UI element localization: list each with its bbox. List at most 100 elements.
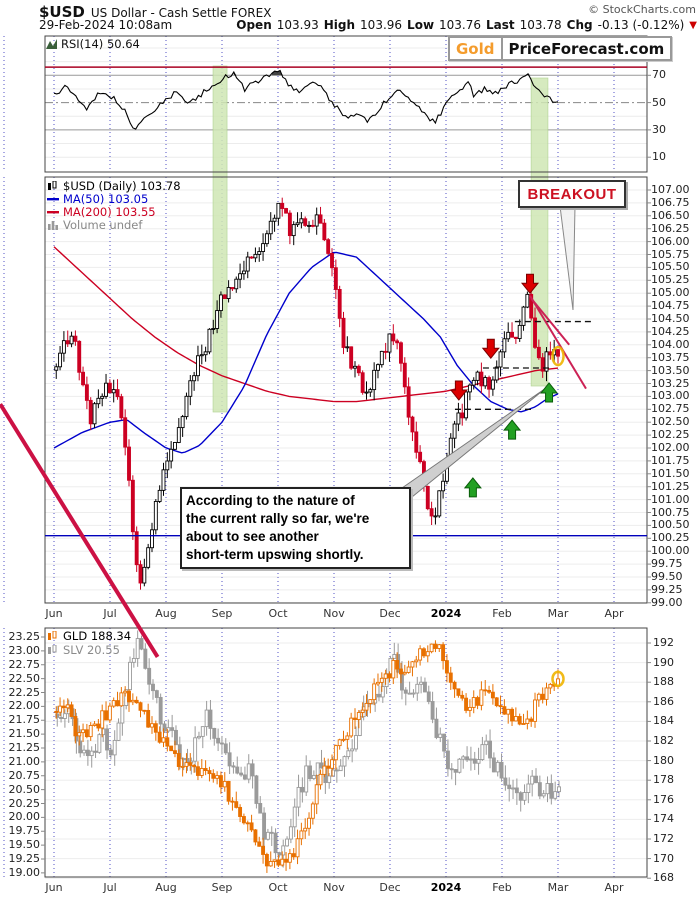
month-label: Sep bbox=[211, 607, 233, 620]
gld-ytick-label: 168 bbox=[653, 871, 674, 885]
slv-ytick-label: 19.00 bbox=[8, 865, 41, 879]
price-ytick-label: 100.50 bbox=[651, 518, 690, 532]
price-ytick-label: 100.75 bbox=[651, 505, 690, 519]
price-ytick-label: 99.50 bbox=[651, 570, 683, 583]
main-legend-ma200: MA(200) 103.55 bbox=[47, 205, 156, 219]
slv-ytick-label: 21.00 bbox=[8, 754, 41, 768]
slv-ytick-label: 22.50 bbox=[8, 671, 41, 685]
price-ytick-label: 101.25 bbox=[651, 479, 690, 493]
price-ytick-label: 103.25 bbox=[651, 376, 690, 390]
month-label: Jun bbox=[45, 881, 63, 894]
price-ytick-label: 104.50 bbox=[651, 312, 690, 325]
gld-ytick-label: 182 bbox=[653, 734, 674, 747]
slv-ytick-label: 22.25 bbox=[8, 685, 41, 699]
price-ytick-label: 101.00 bbox=[651, 492, 690, 506]
month-label: Jul bbox=[103, 881, 117, 894]
price-ytick-label: 99.25 bbox=[651, 582, 683, 596]
analysis-note-callout: According to the nature of the current r… bbox=[180, 487, 411, 569]
gld-ytick-label: 174 bbox=[653, 812, 674, 826]
gld-ytick-label: 172 bbox=[653, 832, 674, 845]
volume-bars-icon bbox=[48, 221, 58, 230]
month-label: Mar bbox=[547, 881, 569, 894]
breakout-callout: BREAKOUT bbox=[518, 180, 626, 208]
rsi-ytick-label: 10 bbox=[652, 150, 666, 164]
slv-ytick-label: 21.50 bbox=[8, 727, 41, 741]
month-label: Nov bbox=[323, 881, 345, 894]
price-ytick-label: 105.75 bbox=[651, 247, 690, 261]
symbol-description: US Dollar - Cash Settle FOREX bbox=[90, 6, 272, 20]
price-ytick-label: 104.00 bbox=[651, 337, 690, 351]
gld-legend: GLD 188.34 bbox=[47, 629, 131, 643]
main-legend-symbol: $USD (Daily) 103.78 bbox=[47, 179, 181, 193]
month-label: Mar bbox=[547, 607, 569, 620]
slv-candles-icon bbox=[48, 645, 57, 654]
open-value: 103.93 bbox=[276, 18, 319, 32]
price-ytick-label: 99.75 bbox=[651, 557, 683, 571]
gld-legend-label: GLD 188.34 bbox=[63, 629, 132, 643]
price-ytick-label: 99.00 bbox=[651, 595, 683, 609]
slv-ytick-label: 23.25 bbox=[8, 630, 41, 643]
logo-rest-text: PriceForecast.com bbox=[508, 39, 665, 58]
main-legend-ma50: MA(50) 103.05 bbox=[47, 192, 148, 206]
gld-ytick-label: 178 bbox=[653, 773, 674, 787]
open-label: Open bbox=[236, 18, 272, 32]
note-line: According to the nature of bbox=[186, 493, 355, 508]
month-label: Oct bbox=[268, 607, 288, 620]
logo-gold-text: Gold bbox=[450, 38, 503, 59]
rsi-ytick-label: 50 bbox=[652, 95, 666, 109]
gold-priceforecast-logo: Gold PriceForecast.com bbox=[448, 36, 673, 61]
price-ytick-label: 103.00 bbox=[651, 389, 690, 403]
price-ytick-label: 101.50 bbox=[651, 466, 690, 480]
slv-ytick-label: 22.00 bbox=[8, 699, 41, 713]
price-ytick-label: 102.25 bbox=[651, 428, 690, 442]
quote-bar: Open 103.93 High 103.96 Low 103.76 Last … bbox=[236, 18, 697, 32]
slv-ytick-label: 20.50 bbox=[8, 782, 41, 796]
last-value: 103.78 bbox=[519, 18, 562, 32]
price-ytick-label: 102.50 bbox=[651, 415, 690, 429]
price-ytick-label: 106.50 bbox=[651, 208, 690, 222]
gld-ytick-label: 184 bbox=[653, 714, 674, 728]
price-ytick-label: 106.25 bbox=[651, 221, 690, 235]
high-label: High bbox=[323, 18, 356, 32]
month-label: Aug bbox=[155, 881, 177, 894]
ma200-line-icon bbox=[47, 211, 59, 214]
month-label: Feb bbox=[492, 607, 512, 620]
rsi-ytick-label: 70 bbox=[652, 68, 666, 82]
chart-menu-caret-icon[interactable]: ▼ bbox=[689, 19, 697, 31]
price-ytick-label: 107.00 bbox=[651, 183, 690, 196]
price-ytick-label: 105.50 bbox=[651, 260, 690, 274]
gld-ytick-label: 190 bbox=[653, 655, 674, 669]
price-ytick-label: 104.25 bbox=[651, 324, 690, 338]
price-ytick-label: 100.25 bbox=[651, 531, 690, 545]
last-label: Last bbox=[486, 18, 515, 32]
note-line: the current rally so far, we're bbox=[186, 511, 370, 526]
ma50-line-icon bbox=[47, 198, 59, 201]
low-value: 103.76 bbox=[439, 18, 482, 32]
copyright-text: © StockCharts.com bbox=[588, 3, 696, 16]
chart-datetime: 29-Feb-2024 10:08am bbox=[39, 18, 173, 32]
price-ytick-label: 101.75 bbox=[651, 453, 690, 467]
price-ytick-label: 105.00 bbox=[651, 286, 690, 300]
price-ytick-label: 102.00 bbox=[651, 441, 690, 454]
month-label: 2024 bbox=[430, 881, 462, 894]
month-label: Oct bbox=[268, 881, 288, 894]
header-title: $USD US Dollar - Cash Settle FOREX bbox=[39, 2, 271, 21]
month-label: Dec bbox=[379, 607, 401, 620]
main-legend-symbol-label: $USD (Daily) 103.78 bbox=[63, 179, 181, 193]
gld-ytick-label: 180 bbox=[653, 753, 674, 767]
slv-ytick-label: 22.75 bbox=[8, 657, 41, 671]
gld-ytick-label: 186 bbox=[653, 694, 674, 708]
symbol-ticker: $USD bbox=[39, 3, 85, 21]
note-line: short-term upswing shortly. bbox=[186, 547, 364, 562]
gld-ytick-label: 188 bbox=[653, 675, 674, 689]
ma50-label: MA(50) 103.05 bbox=[63, 192, 149, 206]
slv-ytick-label: 19.50 bbox=[8, 838, 41, 852]
slv-ytick-label: 21.75 bbox=[8, 713, 41, 727]
note-line: about to see another bbox=[186, 529, 319, 544]
slv-ytick-label: 23.00 bbox=[8, 643, 41, 657]
chg-label: Chg bbox=[566, 18, 593, 32]
month-label: Dec bbox=[379, 881, 401, 894]
chg-value: -0.13 (-0.12%) bbox=[597, 18, 685, 32]
ma200-label: MA(200) 103.55 bbox=[63, 205, 156, 219]
